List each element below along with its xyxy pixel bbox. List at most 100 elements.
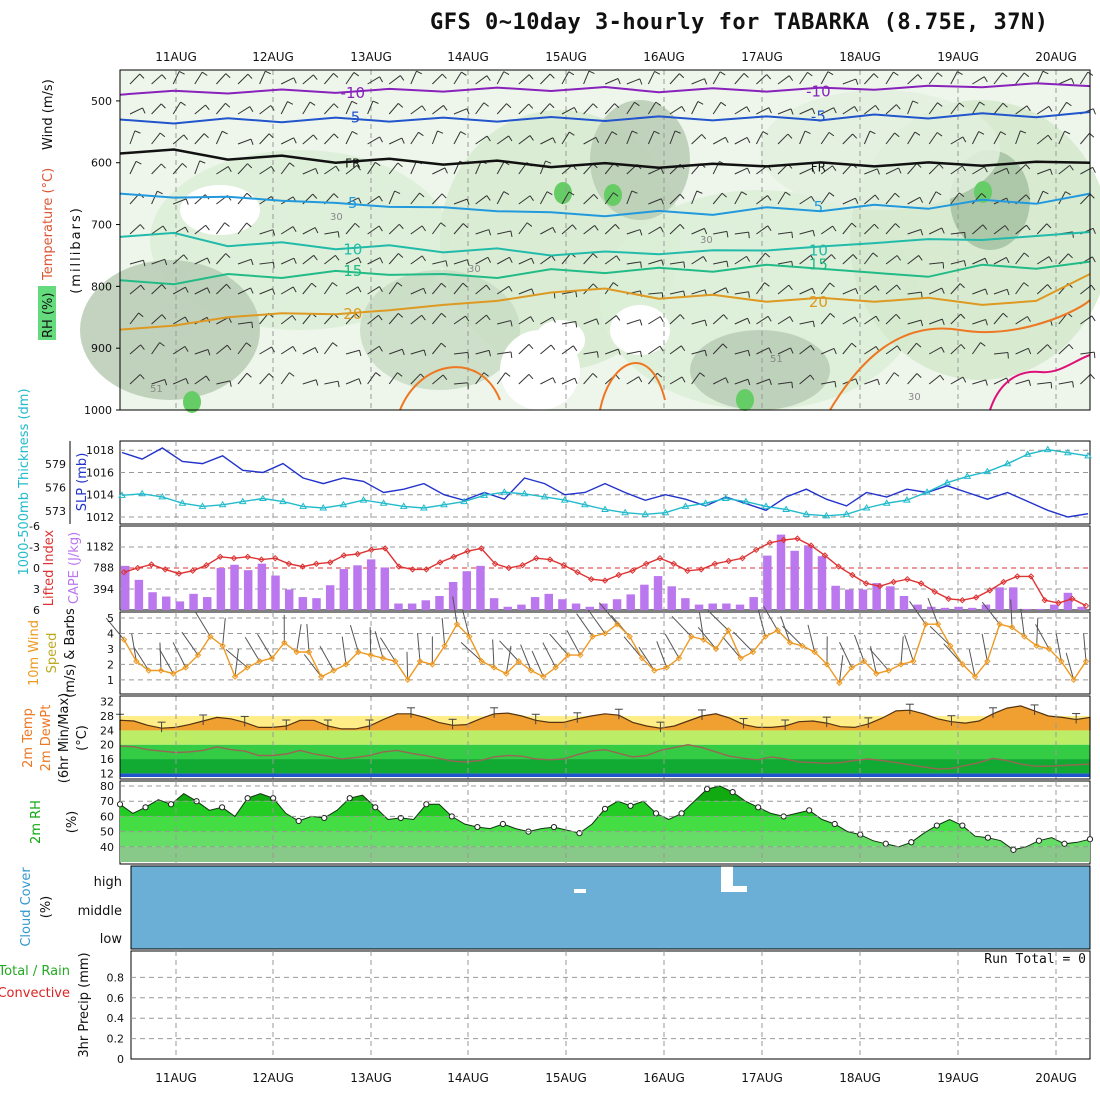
date-label-bottom: 14AUG bbox=[447, 1071, 489, 1085]
temp-tick: 20 bbox=[100, 739, 114, 752]
date-label-top: 14AUG bbox=[447, 50, 489, 64]
isotherm-label: 10 bbox=[343, 240, 362, 258]
wind-barb-10m bbox=[639, 647, 654, 670]
cape-bar bbox=[900, 596, 908, 610]
wind-barb-10m bbox=[723, 637, 741, 658]
cape-bar bbox=[708, 604, 716, 610]
wind-barb-flag bbox=[1093, 109, 1095, 115]
cape-ylabel: CAPE (J/kg) bbox=[67, 532, 82, 604]
wind-barb-10m bbox=[808, 625, 815, 652]
isotherm-label: -5 bbox=[345, 109, 360, 127]
cape-bar bbox=[312, 598, 320, 610]
isotherm-label: -10 bbox=[341, 84, 366, 102]
rh-point bbox=[985, 835, 990, 840]
cape-bar bbox=[394, 604, 402, 610]
wind-barb-10m bbox=[223, 618, 226, 646]
date-label-top: 16AUG bbox=[643, 50, 685, 64]
cloud-ylabel: Cloud Cover(%) bbox=[19, 867, 54, 947]
rh-point bbox=[730, 790, 735, 795]
slp-tick: 1014 bbox=[86, 489, 114, 502]
wind-tick: 3 bbox=[107, 643, 114, 656]
rh-point bbox=[117, 802, 122, 807]
cloud-level-tick: high bbox=[94, 875, 122, 890]
cape-bar bbox=[408, 604, 416, 610]
wind-barb-flag bbox=[273, 262, 274, 268]
rh-point bbox=[475, 824, 480, 829]
cape-bar bbox=[135, 580, 143, 610]
wind-barb-10m bbox=[928, 598, 938, 624]
wind-barb-10m bbox=[1036, 624, 1049, 649]
cape-bar bbox=[626, 594, 634, 610]
cape-bar bbox=[353, 565, 361, 610]
chart-title: GFS 0~10day 3-hourly for TABARKA (8.75E,… bbox=[430, 10, 1049, 35]
rh-tick: 40 bbox=[100, 841, 114, 854]
cape-bar bbox=[941, 608, 949, 610]
li-tick: -3 bbox=[29, 541, 40, 554]
wind-barb-flag bbox=[792, 232, 793, 238]
cape-bar bbox=[176, 601, 184, 610]
rh-tick: 70 bbox=[100, 795, 114, 808]
rh-point bbox=[1036, 838, 1041, 843]
rh-ylabel: 2m RH(%) bbox=[29, 800, 80, 844]
precip-total-label: Total / Rain bbox=[0, 964, 70, 979]
precip-tick: 0.2 bbox=[107, 1033, 125, 1046]
rh-point bbox=[628, 803, 633, 808]
cape-bar bbox=[1036, 609, 1044, 610]
date-label-bottom: 16AUG bbox=[643, 1071, 685, 1085]
date-label-top: 17AUG bbox=[741, 50, 783, 64]
date-label-bottom: 11AUG bbox=[155, 1071, 197, 1085]
pressure-tick: 700 bbox=[91, 219, 112, 232]
cape-bar bbox=[1009, 587, 1017, 610]
rh-contour-label: 30 bbox=[468, 264, 481, 275]
date-label-bottom: 13AUG bbox=[350, 1071, 392, 1085]
cape-bar bbox=[326, 585, 334, 610]
rh-contour-label: 30 bbox=[330, 212, 343, 223]
slp-tick: 1018 bbox=[86, 444, 114, 457]
li-tick: 0 bbox=[33, 562, 40, 575]
wind-barb-10m bbox=[493, 639, 494, 667]
temp-tick: 28 bbox=[100, 710, 114, 723]
slp-label: SLP (mb) bbox=[75, 453, 90, 512]
precip-panel-frame bbox=[131, 951, 1090, 1059]
cape-bar bbox=[859, 590, 867, 610]
cape-bar bbox=[954, 607, 962, 610]
wind-label-2: Speed bbox=[45, 633, 60, 674]
wind-barb-10m bbox=[982, 634, 987, 662]
rh-point bbox=[296, 818, 301, 823]
rh-point bbox=[347, 796, 352, 801]
cape-bar bbox=[449, 582, 457, 610]
wind-barb-10m bbox=[182, 632, 198, 655]
isotherm-label: FR bbox=[811, 160, 826, 174]
wind-label: Wind (m/s) bbox=[41, 79, 56, 150]
wind-barb-10m bbox=[698, 627, 716, 649]
precip-label: 3hr Precip (mm) bbox=[77, 952, 92, 1057]
wind-barb-flag bbox=[965, 232, 966, 238]
date-label-bottom: 15AUG bbox=[545, 1071, 587, 1085]
temp-tick: 32 bbox=[100, 696, 114, 709]
date-label-bottom: 12AUG bbox=[252, 1071, 294, 1085]
cape-bar bbox=[340, 569, 348, 610]
wind-panel-frame bbox=[120, 612, 1090, 694]
li-tick: 3 bbox=[33, 583, 40, 596]
cape-bar bbox=[695, 605, 703, 610]
cloud-gap bbox=[721, 886, 747, 892]
wind-barb-flag bbox=[792, 382, 793, 388]
rh-point bbox=[653, 811, 658, 816]
wind-barb-flag bbox=[1091, 374, 1095, 378]
upper-air-ylabel: RH (%)Temperature (°C)Wind (m/s) bbox=[38, 79, 56, 340]
isotherm-label: 5 bbox=[814, 198, 824, 216]
pressure-ylabel: (millibars) bbox=[69, 206, 84, 294]
temp-band bbox=[120, 759, 1090, 773]
rh-high-spot bbox=[554, 182, 572, 204]
cloud-level-tick: middle bbox=[78, 904, 122, 919]
temperature-label: Temperature (°C) bbox=[41, 168, 56, 281]
cloud-level-tick: low bbox=[100, 932, 123, 947]
precip-tick: 0 bbox=[117, 1053, 124, 1066]
slp-ylabel: SLP (mb) bbox=[75, 453, 90, 512]
temp-label-4: (°C) bbox=[75, 725, 90, 751]
cape-bar bbox=[271, 576, 279, 610]
cape-bar bbox=[722, 604, 730, 610]
wind-barb-10m bbox=[901, 636, 903, 664]
cape-bar bbox=[804, 545, 812, 610]
li-label: Lifted Index bbox=[42, 529, 57, 606]
